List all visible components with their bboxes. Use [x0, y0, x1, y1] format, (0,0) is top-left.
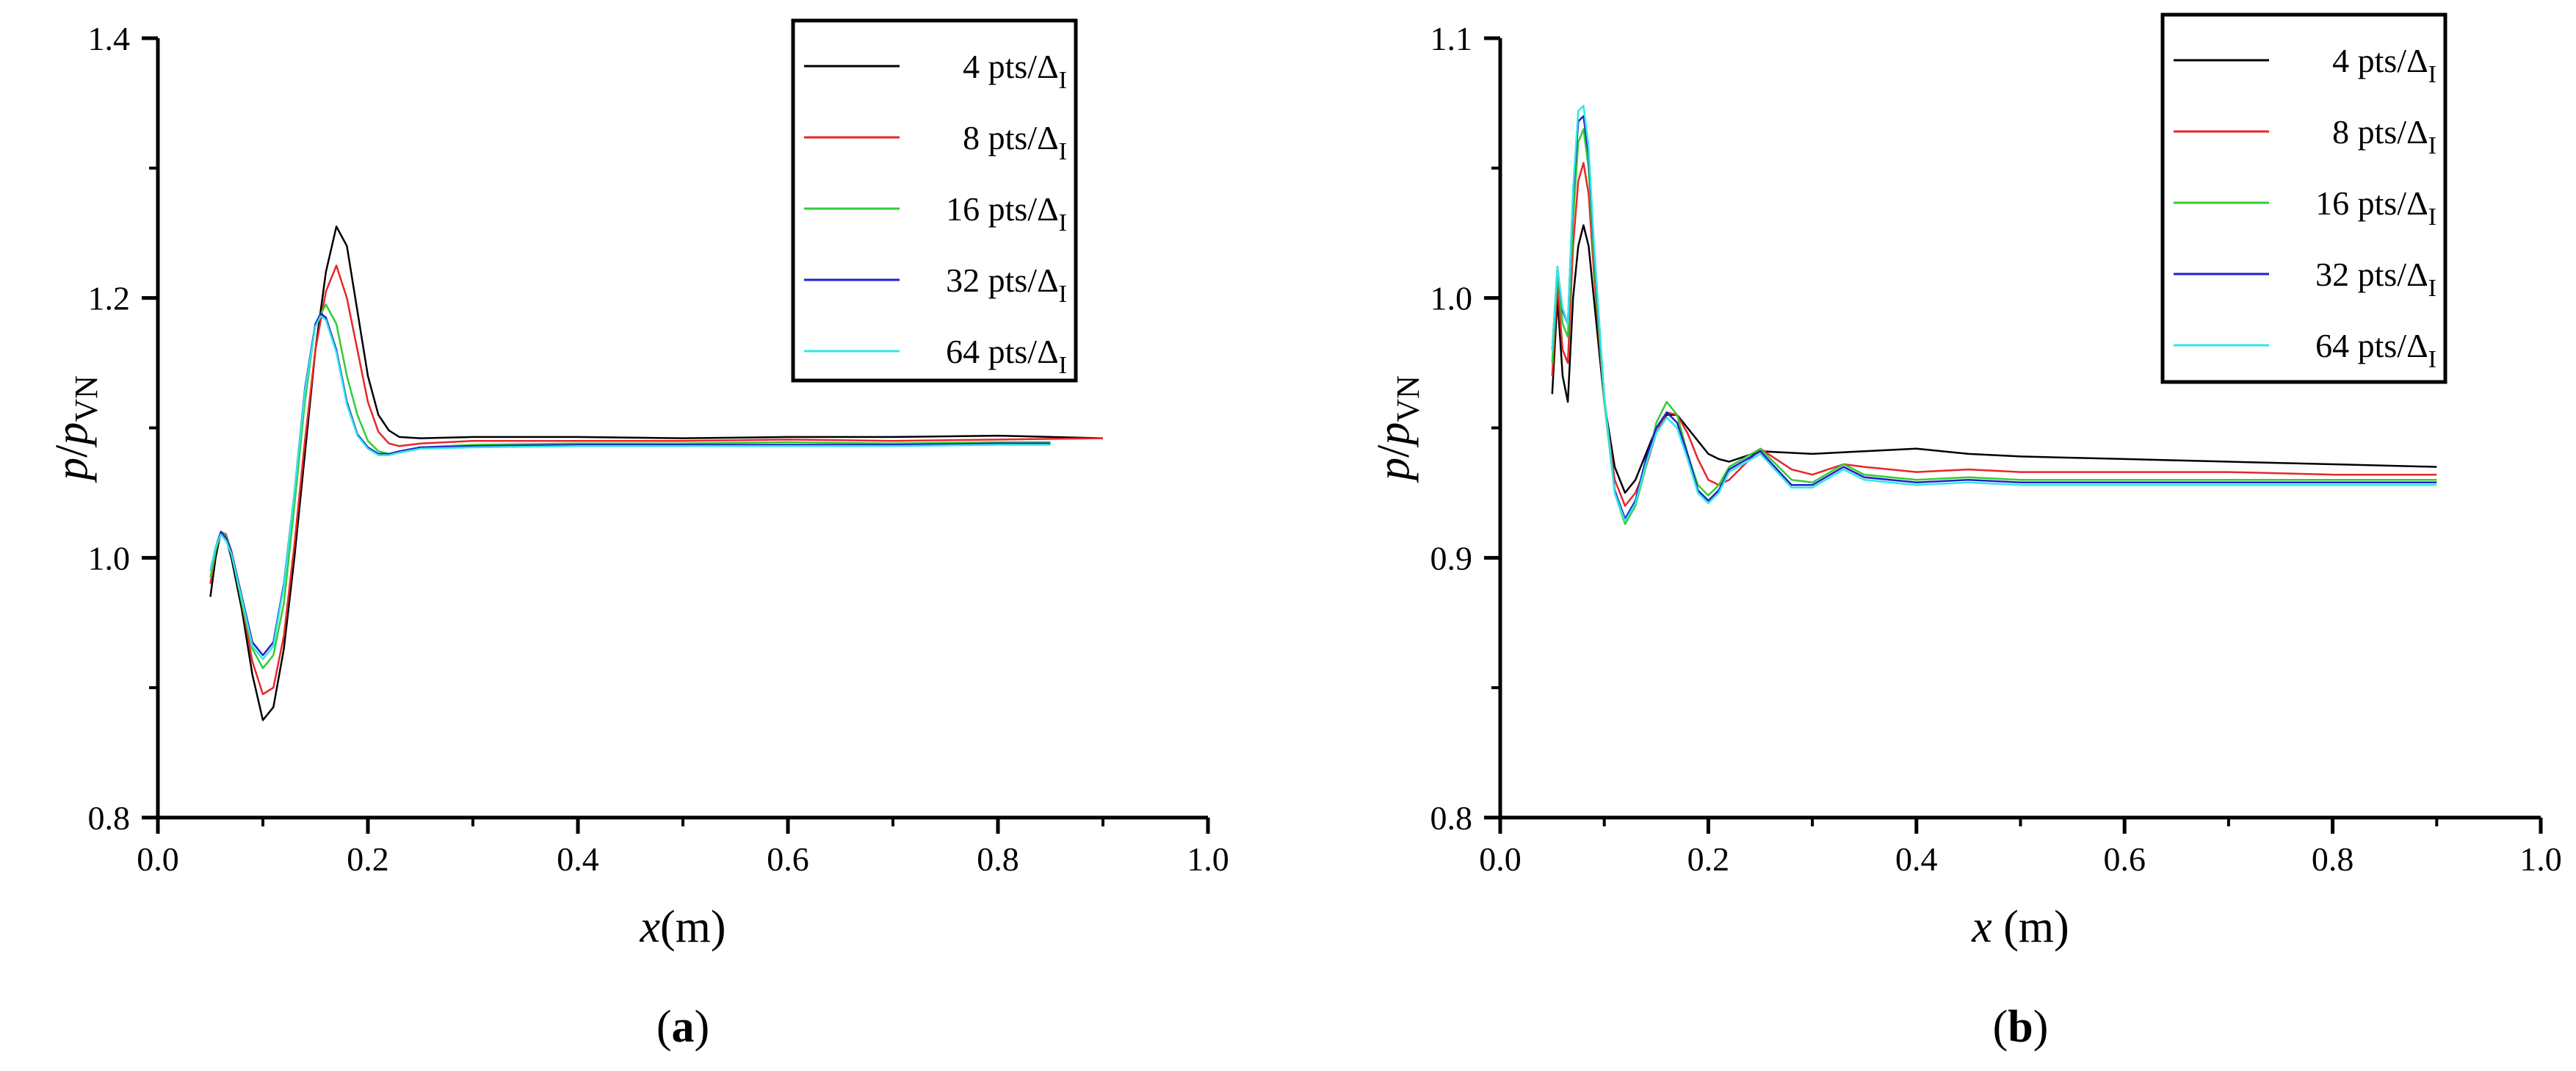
x-tick-label: 0.2 [347, 840, 389, 878]
y-axis-numerator: p [1369, 458, 1419, 483]
panel-a: 0.0 0.2 0.4 0.6 0.8 1.00.81.01.21.44 pts/ΔI8 … [47, 18, 1229, 1052]
legend-label-subscript: I [1059, 67, 1067, 94]
legend-label-subscript: I [1059, 209, 1067, 237]
legend-label-main: 64 pts/Δ [2315, 327, 2428, 364]
y-axis-denominator: p [1369, 422, 1419, 448]
legend-label-subscript: I [1059, 138, 1067, 165]
legend-label-subscript: I [2428, 61, 2436, 88]
y-tick-label: 1.2 [88, 280, 131, 317]
legend-label-main: 32 pts/Δ [2315, 256, 2428, 293]
series-line-1 [209, 226, 1104, 721]
legend-label-main: 4 pts/Δ [963, 48, 1059, 85]
legend-label: 16 pts/ΔI [946, 190, 1067, 237]
series-line-2 [1551, 162, 2437, 507]
y-tick-label: 0.8 [1430, 799, 1473, 837]
panel-label-letter: a [672, 1002, 695, 1052]
x-axis-variable: x [1971, 902, 1992, 952]
x-tick-label: 0.8 [977, 840, 1019, 878]
legend-box [2160, 12, 2447, 384]
series-line-1 [1551, 224, 2437, 494]
x-axis-title: x(m) [639, 902, 726, 952]
x-tick-label: 0.6 [767, 840, 809, 878]
y-tick-label: 1.0 [88, 539, 131, 577]
y-axis-slash: / [47, 444, 97, 458]
legend-label-main: 64 pts/Δ [946, 333, 1059, 370]
legend-label-main: 4 pts/Δ [2332, 42, 2428, 79]
y-axis-denominator: p [47, 422, 97, 448]
legend-label-main: 16 pts/Δ [946, 190, 1059, 228]
x-tick-label: 0.8 [2312, 840, 2354, 878]
x-tick-label: 0.0 [1479, 840, 1522, 878]
y-axis-slash: / [1369, 444, 1419, 458]
x-tick-label: 0.4 [557, 840, 599, 878]
x-axis-unit: (m) [660, 902, 726, 952]
legend-label: 8 pts/ΔI [2332, 113, 2436, 159]
y-axis-numerator: p [47, 458, 97, 483]
legend-label: 32 pts/ΔI [2315, 256, 2436, 302]
legend-label-main: 16 pts/Δ [2315, 184, 2428, 222]
legend-label-subscript: I [1059, 281, 1067, 308]
legend-box [791, 18, 1078, 383]
y-axis-subscript: VN [1390, 375, 1426, 422]
x-axis-unit: (m) [1992, 902, 2069, 952]
series-line-4 [1551, 115, 2437, 520]
panel-label: (a) [656, 1002, 709, 1052]
x-axis-title: x (m) [1971, 902, 2069, 952]
x-tick-label: 0.0 [137, 840, 179, 878]
y-tick-label: 0.8 [88, 799, 131, 837]
panel-label-close: ) [2033, 1002, 2049, 1052]
legend-label: 64 pts/ΔI [946, 333, 1067, 379]
y-tick-label: 1.0 [1430, 280, 1473, 317]
y-axis-subscript: VN [68, 375, 104, 422]
series-line-5 [1551, 104, 2437, 523]
x-axis-variable: x [639, 902, 660, 952]
legend-label: 16 pts/ΔI [2315, 184, 2436, 231]
x-tick-label: 0.2 [1687, 840, 1730, 878]
y-tick-label: 0.9 [1430, 539, 1473, 577]
legend-label-main: 8 pts/Δ [963, 119, 1059, 156]
legend-label: 8 pts/ΔI [963, 119, 1067, 165]
series-line-3 [1551, 128, 2437, 525]
y-tick-label: 1.4 [88, 20, 131, 57]
y-axis-title: p/pVN [47, 375, 104, 483]
panel-label-open: ( [1993, 1002, 2008, 1052]
legend-label: 64 pts/ΔI [2315, 327, 2436, 373]
x-tick-label: 1.0 [1187, 840, 1229, 878]
panel-label-open: ( [656, 1002, 672, 1052]
x-tick-label: 0.4 [1895, 840, 1938, 878]
legend-label-subscript: I [2428, 203, 2436, 231]
legend-label-main: 32 pts/Δ [946, 262, 1059, 299]
legend-label-subscript: I [2428, 275, 2436, 302]
legend-label-subscript: I [2428, 132, 2436, 159]
legend-label-main: 8 pts/Δ [2332, 113, 2428, 151]
panel-b: 0.0 0.2 0.4 0.6 0.8 1.00.80.91.01.14 pts/ΔI8 … [1369, 12, 2562, 1052]
panel-label: (b) [1993, 1002, 2049, 1052]
legend-label: 32 pts/ΔI [946, 262, 1067, 308]
x-tick-label: 0.6 [2103, 840, 2146, 878]
legend-label-subscript: I [1059, 352, 1067, 379]
legend-label-subscript: I [2428, 346, 2436, 373]
x-tick-label: 1.0 [2519, 840, 2562, 878]
legend-label: 4 pts/ΔI [2332, 42, 2436, 88]
y-axis-title: p/pVN [1369, 375, 1426, 483]
panel-label-letter: b [2008, 1002, 2033, 1052]
panel-label-close: ) [695, 1002, 710, 1052]
y-tick-label: 1.1 [1430, 20, 1473, 57]
series-line-5 [209, 315, 1051, 660]
legend-label: 4 pts/ΔI [963, 48, 1067, 94]
